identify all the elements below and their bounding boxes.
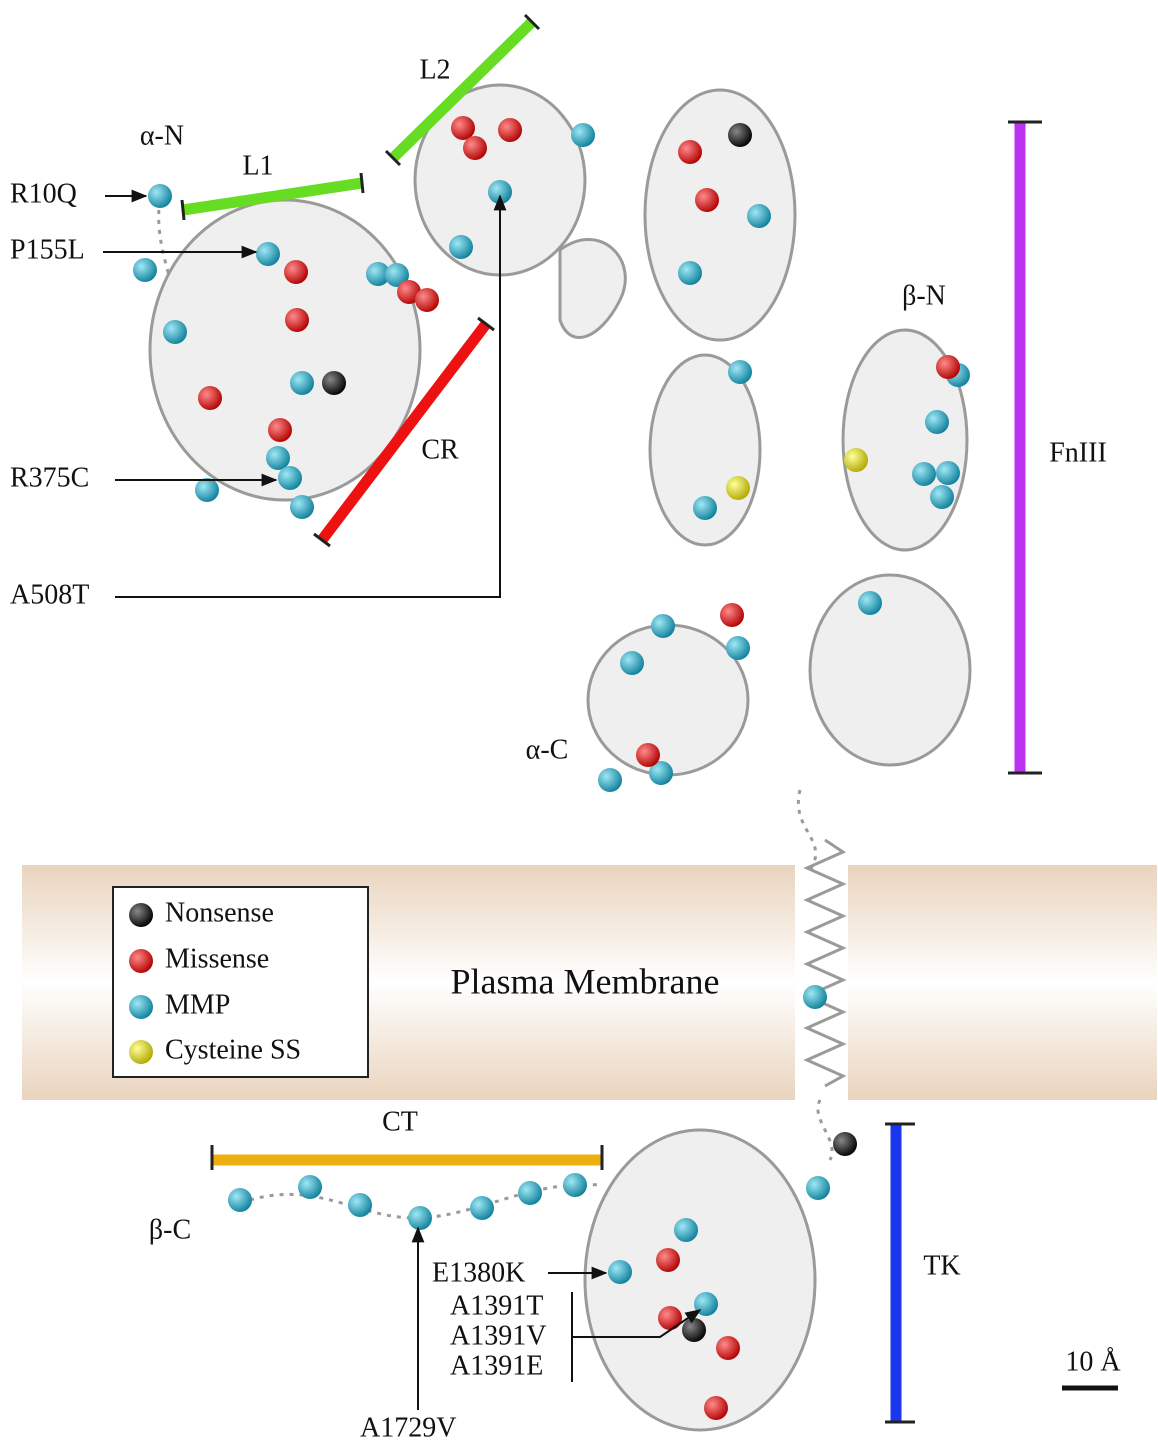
domain-label: L2 xyxy=(419,54,450,85)
residue-sphere xyxy=(470,1196,494,1220)
residue-sphere xyxy=(266,446,290,470)
mutation-label: A508T xyxy=(10,579,89,610)
residue-sphere xyxy=(228,1188,252,1212)
legend: Nonsense Missense MMP Cysteine SS xyxy=(113,887,368,1077)
terminus-label: β-C xyxy=(149,1214,191,1245)
residue-sphere xyxy=(803,985,827,1009)
membrane xyxy=(848,865,1157,1100)
domain-label: CR xyxy=(421,434,459,465)
domain-label: L1 xyxy=(242,150,273,181)
residue-sphere xyxy=(518,1181,542,1205)
residue-sphere xyxy=(571,123,595,147)
residue-sphere xyxy=(695,188,719,212)
residue-sphere xyxy=(298,1175,322,1199)
residue-sphere xyxy=(290,495,314,519)
residue-sphere xyxy=(651,614,675,638)
mutation-label: A1391E xyxy=(450,1350,543,1381)
residue-sphere xyxy=(747,204,771,228)
residue-sphere xyxy=(720,603,744,627)
residue-sphere xyxy=(674,1218,698,1242)
legend-label: Missense xyxy=(165,943,269,974)
residue-sphere xyxy=(415,288,439,312)
mutation-label: A1391T xyxy=(450,1290,543,1321)
residue-sphere xyxy=(833,1132,857,1156)
residue-sphere xyxy=(658,1306,682,1330)
mutation-label: A1391V xyxy=(450,1320,546,1351)
domain-label: CT xyxy=(382,1106,418,1137)
residue-sphere xyxy=(256,242,280,266)
legend-label: Cysteine SS xyxy=(165,1034,301,1065)
residue-sphere xyxy=(693,496,717,520)
mutation-label: R375C xyxy=(10,462,89,493)
residue-sphere xyxy=(148,184,172,208)
residue-sphere xyxy=(498,118,522,142)
residue-sphere xyxy=(563,1173,587,1197)
residue-sphere xyxy=(728,123,752,147)
mutation-label: A1729V xyxy=(360,1412,456,1443)
terminus-label: β-N xyxy=(902,280,946,311)
terminus-label: α-N xyxy=(140,120,184,151)
residue-sphere xyxy=(656,1248,680,1272)
residue-sphere xyxy=(912,462,936,486)
residue-sphere xyxy=(348,1193,372,1217)
residue-sphere xyxy=(198,386,222,410)
residue-sphere xyxy=(408,1206,432,1230)
residue-sphere xyxy=(716,1336,740,1360)
figure: Plasma Membrane L1 L2 CR FnIII CT TK α-N… xyxy=(0,0,1158,1446)
residue-sphere xyxy=(858,591,882,615)
residue-sphere xyxy=(449,235,473,259)
residue-sphere xyxy=(726,636,750,660)
scale-label: 10 Å xyxy=(1065,1346,1121,1377)
residue-sphere xyxy=(678,261,702,285)
residue-sphere xyxy=(163,320,187,344)
residue-sphere xyxy=(636,743,660,767)
residue-sphere xyxy=(925,410,949,434)
residue-sphere xyxy=(678,140,702,164)
residue-sphere xyxy=(322,371,346,395)
residue-sphere xyxy=(133,258,157,282)
legend-label: Nonsense xyxy=(165,897,274,928)
residue-sphere xyxy=(463,136,487,160)
residue-sphere xyxy=(936,355,960,379)
legend-label: MMP xyxy=(165,989,230,1020)
residue-sphere xyxy=(284,260,308,284)
residue-sphere xyxy=(844,448,868,472)
membrane-label: Plasma Membrane xyxy=(451,961,720,1001)
residue-sphere xyxy=(195,478,219,502)
residue-sphere xyxy=(268,418,292,442)
residue-sphere xyxy=(682,1318,706,1342)
domain-label: FnIII xyxy=(1049,437,1107,468)
residue-sphere xyxy=(285,308,309,332)
mutation-label: P155L xyxy=(10,234,85,265)
residue-sphere xyxy=(598,768,622,792)
mutation-label: R10Q xyxy=(10,178,77,209)
terminus-label: α-C xyxy=(526,734,569,765)
residue-sphere xyxy=(278,466,302,490)
domain-label: TK xyxy=(923,1250,960,1281)
residue-sphere xyxy=(620,651,644,675)
mutation-label: E1380K xyxy=(432,1257,525,1288)
residue-sphere xyxy=(704,1396,728,1420)
residue-sphere xyxy=(726,476,750,500)
residue-sphere xyxy=(451,116,475,140)
residue-sphere xyxy=(930,485,954,509)
residue-sphere xyxy=(936,461,960,485)
residue-sphere xyxy=(290,371,314,395)
residue-sphere xyxy=(806,1176,830,1200)
residue-sphere xyxy=(728,360,752,384)
residue-sphere xyxy=(608,1260,632,1284)
